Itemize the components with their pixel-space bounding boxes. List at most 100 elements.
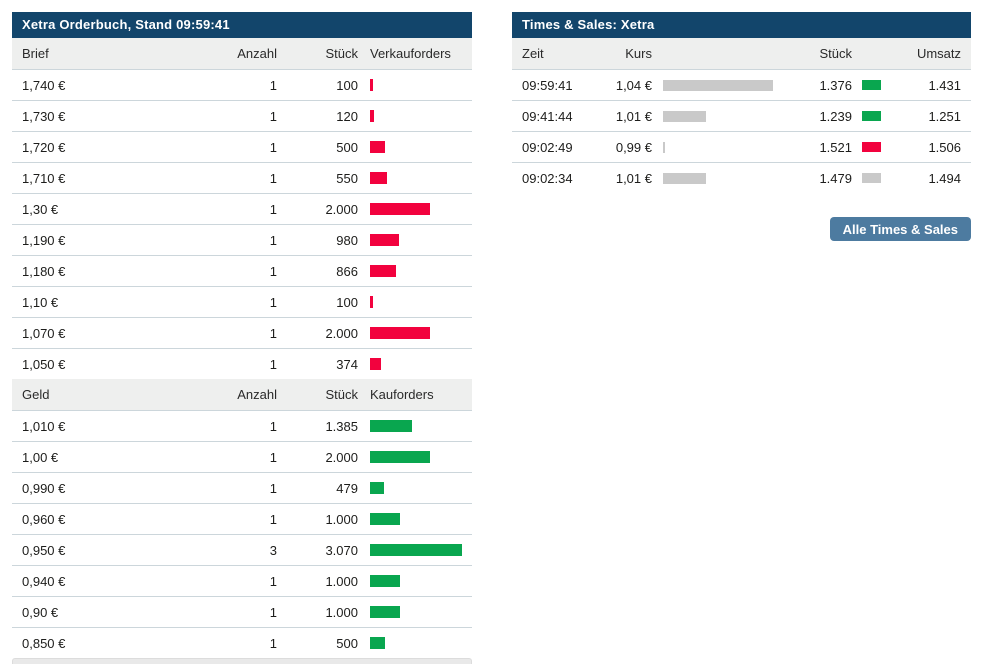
orders-cell bbox=[358, 513, 462, 525]
orderbook-ask-row: 1,730 € 1 120 bbox=[12, 100, 472, 131]
buy-order-bar bbox=[370, 606, 400, 618]
market-cell bbox=[652, 79, 782, 91]
price-cell: 0,940 € bbox=[22, 573, 66, 589]
bid-rows: 1,010 € 1 1.385 1,00 € 1 2.000 0,990 € 1 479 0,96… bbox=[12, 410, 472, 658]
quantity-cell: 100 bbox=[336, 77, 358, 93]
orderbook-ask-row: 1,070 € 1 2.000 bbox=[12, 317, 472, 348]
order-count-cell: 1 bbox=[269, 604, 277, 620]
col-verkauforders: Verkauforders bbox=[370, 46, 451, 61]
buy-order-bar bbox=[370, 544, 462, 556]
buy-order-bar bbox=[370, 451, 430, 463]
orderbook-ask-row: 1,30 € 1 2.000 bbox=[12, 193, 472, 224]
orders-cell bbox=[358, 172, 462, 184]
time-cell: 09:41:44 bbox=[522, 108, 573, 124]
price-cell: 1,01 € bbox=[615, 108, 652, 124]
orderbook-ask-row: 1,740 € 1 100 bbox=[12, 69, 472, 100]
orders-cell bbox=[358, 79, 462, 91]
trade-direction-up-indicator bbox=[862, 111, 881, 121]
quantity-cell: 1.000 bbox=[325, 604, 358, 620]
quantity-cell: 500 bbox=[336, 635, 358, 651]
orderbook-ask-row: 1,710 € 1 550 bbox=[12, 162, 472, 193]
ask-column-header: Brief Anzahl Stück Verkauforders bbox=[12, 38, 472, 69]
price-cell: 1,30 € bbox=[22, 201, 59, 217]
trade-direction-neutral-indicator bbox=[862, 173, 881, 183]
orders-cell bbox=[358, 544, 462, 556]
sell-order-bar bbox=[370, 110, 374, 122]
price-cell: 0,850 € bbox=[22, 635, 66, 651]
price-cell: 1,10 € bbox=[22, 294, 59, 310]
orderbook-panel: Xetra Orderbuch, Stand 09:59:41 Brief An… bbox=[12, 12, 472, 664]
trade-direction-down-indicator bbox=[862, 142, 881, 152]
orders-cell bbox=[358, 234, 462, 246]
quantity-cell: 3.070 bbox=[325, 542, 358, 558]
buy-order-bar bbox=[370, 637, 385, 649]
order-count-cell: 1 bbox=[269, 449, 277, 465]
sell-order-bar bbox=[370, 172, 387, 184]
price-cell: 0,960 € bbox=[22, 511, 66, 527]
direction-cell bbox=[852, 142, 882, 152]
quantity-cell: 100 bbox=[336, 294, 358, 310]
price-cell: 1,010 € bbox=[22, 418, 66, 434]
sell-order-bar bbox=[370, 327, 430, 339]
quantity-cell: 1.385 bbox=[325, 418, 358, 434]
order-count-cell: 1 bbox=[269, 294, 277, 310]
price-cell: 1,070 € bbox=[22, 325, 66, 341]
order-count-cell: 1 bbox=[269, 480, 277, 496]
times-sales-row: 09:59:41 1,04 € 1.376 1.431 bbox=[512, 69, 971, 100]
price-cell: 1,180 € bbox=[22, 263, 66, 279]
price-cell: 0,99 € bbox=[615, 139, 652, 155]
quantity-cell: 2.000 bbox=[325, 201, 358, 217]
price-cell: 1,01 € bbox=[615, 170, 652, 186]
orderbook-bid-row: 1,00 € 1 2.000 bbox=[12, 441, 472, 472]
alle-times-sales-button[interactable]: Alle Times & Sales bbox=[829, 217, 971, 241]
orderbook-bid-row: 0,990 € 1 479 bbox=[12, 472, 472, 503]
turnover-cell: 1.251 bbox=[928, 108, 961, 124]
ask-rows: 1,740 € 1 100 1,730 € 1 120 1,720 € 1 500 1,710 €… bbox=[12, 69, 472, 379]
sell-order-bar bbox=[370, 203, 430, 215]
order-count-cell: 1 bbox=[269, 635, 277, 651]
price-cell: 1,050 € bbox=[22, 356, 66, 372]
order-count-cell: 1 bbox=[269, 325, 277, 341]
direction-cell bbox=[852, 111, 882, 121]
orders-cell bbox=[358, 482, 462, 494]
quantity-cell: 866 bbox=[336, 263, 358, 279]
orderbook-bid-row: 0,90 € 1 1.000 bbox=[12, 596, 472, 627]
price-cell: 1,710 € bbox=[22, 170, 66, 186]
price-cell: 1,740 € bbox=[22, 77, 66, 93]
orderbook-ask-row: 1,050 € 1 374 bbox=[12, 348, 472, 379]
orders-cell bbox=[358, 203, 462, 215]
price-cell: 0,990 € bbox=[22, 480, 66, 496]
price-cell: 0,950 € bbox=[22, 542, 66, 558]
turnover-cell: 1.494 bbox=[928, 170, 961, 186]
times-sales-rows: 09:59:41 1,04 € 1.376 1.431 09:41:44 1,01 € 1.… bbox=[512, 69, 971, 193]
orders-cell bbox=[358, 575, 462, 587]
orders-cell bbox=[358, 296, 462, 308]
turnover-cell: 1.431 bbox=[928, 77, 961, 93]
turnover-cell: 1.506 bbox=[928, 139, 961, 155]
buy-order-bar bbox=[370, 482, 384, 494]
order-count-cell: 1 bbox=[269, 170, 277, 186]
price-cell: 1,00 € bbox=[22, 449, 59, 465]
direction-cell bbox=[852, 80, 882, 90]
sell-order-bar bbox=[370, 234, 399, 246]
time-cell: 09:59:41 bbox=[522, 77, 573, 93]
order-count-cell: 1 bbox=[269, 356, 277, 372]
buy-order-bar bbox=[370, 420, 412, 432]
order-count-cell: 1 bbox=[269, 232, 277, 248]
col-zeit: Zeit bbox=[522, 46, 544, 61]
orders-cell bbox=[358, 358, 462, 370]
orderbook-ask-row: 1,190 € 1 980 bbox=[12, 224, 472, 255]
order-count-cell: 1 bbox=[269, 139, 277, 155]
times-sales-panel: Times & Sales: Xetra Zeit Kurs Stück Ums… bbox=[512, 12, 971, 241]
price-cell: 1,720 € bbox=[22, 139, 66, 155]
col-geld: Geld bbox=[22, 387, 50, 402]
sell-order-bar bbox=[370, 79, 373, 91]
quantity-cell: 500 bbox=[336, 139, 358, 155]
quantity-cell: 1.000 bbox=[325, 511, 358, 527]
col-stueck: Stück bbox=[325, 46, 358, 61]
price-cell: 1,190 € bbox=[22, 232, 66, 248]
orderbook-bid-row: 0,940 € 1 1.000 bbox=[12, 565, 472, 596]
orderbook-ask-row: 1,180 € 1 866 bbox=[12, 255, 472, 286]
orderbook-bid-row: 0,850 € 1 500 bbox=[12, 627, 472, 658]
orders-cell bbox=[358, 265, 462, 277]
